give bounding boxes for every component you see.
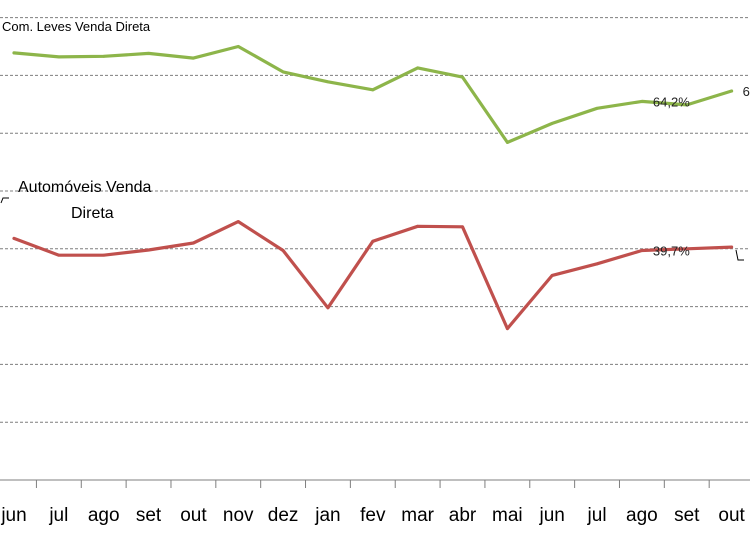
- gridlines: [0, 17, 750, 423]
- data-point: [102, 54, 106, 58]
- series-label-automoveis-line2: Direta: [71, 205, 114, 222]
- x-tick-label: jan: [314, 505, 340, 526]
- data-point: [12, 51, 16, 55]
- data-label: 64,2%: [653, 94, 690, 109]
- series-line-0: [12, 44, 734, 144]
- data-point: [550, 273, 554, 277]
- data-point: [461, 225, 464, 229]
- data-point: [505, 327, 509, 330]
- x-tick-label: mai: [492, 505, 523, 526]
- data-point: [595, 262, 599, 266]
- x-tick-label: jun: [0, 505, 26, 526]
- leader-line-automoveis: [0, 197, 9, 204]
- x-tick-label: abr: [449, 505, 477, 526]
- x-tick-label: ago: [88, 505, 120, 526]
- data-point: [236, 220, 240, 224]
- data-point: [730, 245, 733, 249]
- x-tick-label: fev: [360, 505, 386, 526]
- data-point: [550, 121, 554, 125]
- series-label-com-leves: Com. Leves Venda Direta: [2, 19, 151, 34]
- data-label: 6: [743, 84, 750, 99]
- data-point: [371, 239, 375, 243]
- leader-line-right: [735, 249, 744, 261]
- x-tick-label: jul: [587, 505, 607, 526]
- x-tick-label: nov: [223, 505, 254, 526]
- data-point: [326, 80, 330, 84]
- data-point: [326, 306, 330, 310]
- data-labels: 64,2% 6 39,7%: [653, 84, 750, 259]
- data-point: [192, 241, 195, 245]
- data-point: [102, 253, 106, 257]
- data-point: [147, 248, 150, 252]
- data-point: [416, 66, 420, 70]
- x-tick-label: out: [718, 505, 745, 526]
- data-point: [281, 249, 285, 252]
- data-point: [640, 249, 644, 252]
- x-tick-label: set: [136, 505, 162, 526]
- data-point: [281, 70, 285, 74]
- data-point: [57, 253, 61, 257]
- x-tick-label: set: [674, 505, 700, 526]
- x-tick-label: jun: [539, 505, 565, 526]
- x-tick-label: out: [180, 505, 207, 526]
- series-label-automoveis-line1: Automóveis Venda: [18, 179, 152, 196]
- data-point: [640, 100, 644, 103]
- data-point: [147, 52, 150, 55]
- data-point: [371, 88, 375, 92]
- data-point: [236, 45, 240, 48]
- data-point: [595, 106, 599, 110]
- data-point: [685, 247, 689, 251]
- data-point: [57, 55, 61, 59]
- data-point: [730, 89, 733, 93]
- x-tick-label: ago: [626, 505, 658, 526]
- series-line-1: [12, 220, 734, 331]
- x-tick-label: jul: [48, 505, 68, 526]
- data-point: [192, 56, 195, 60]
- data-point: [416, 224, 420, 228]
- data-label: 39,7%: [653, 244, 690, 259]
- data-point: [685, 103, 689, 107]
- series-lines: [12, 44, 734, 331]
- data-point: [461, 75, 464, 79]
- x-axis: jun jul ago set out nov dez jan fev mar abr mai jun j…: [0, 479, 750, 526]
- data-point: [12, 236, 16, 240]
- x-tick-label: mar: [401, 505, 434, 526]
- x-tick-label: dez: [268, 505, 299, 526]
- data-point: [505, 141, 509, 144]
